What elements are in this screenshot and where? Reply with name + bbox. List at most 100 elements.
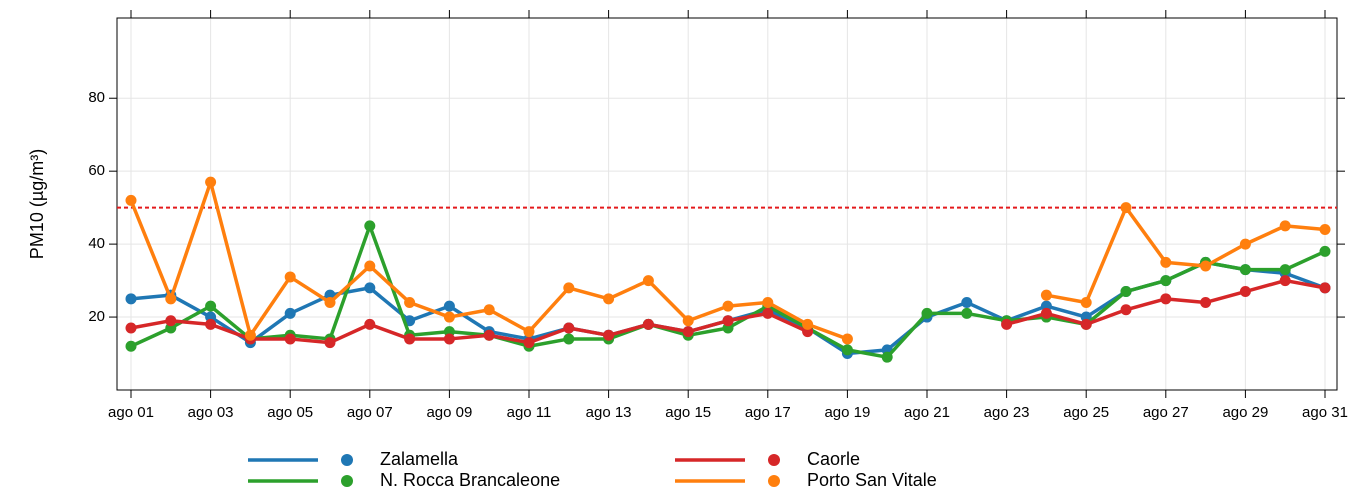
x-tick-label: ago 01 [108,404,154,421]
data-point [523,326,535,338]
x-tick-label: ago 07 [347,404,393,421]
y-tick-label: 20 [88,308,105,325]
data-point [205,176,217,188]
data-point [841,333,853,345]
data-point [961,307,973,319]
data-point [563,282,575,294]
legend-label: Porto San Vitale [807,470,937,490]
x-tick-label: ago 29 [1222,404,1268,421]
data-point [483,304,495,316]
legend-label: N. Rocca Brancaleone [380,470,560,490]
data-point [762,296,774,308]
data-point [284,307,296,319]
data-point [1120,286,1132,298]
data-point [364,260,376,272]
data-point [364,220,376,232]
data-point [722,300,734,312]
x-tick-label: ago 17 [745,404,791,421]
data-point [1120,202,1132,214]
data-point [1120,304,1132,316]
y-axis-label: PM10 (µg/m³) [27,149,47,259]
x-tick-label: ago 03 [188,404,234,421]
data-point [603,293,615,305]
data-point [364,318,376,330]
data-point [762,307,774,319]
data-point [1319,282,1331,294]
data-point [1200,296,1212,308]
data-point [682,326,694,338]
data-point [244,329,256,341]
legend-label: Zalamella [380,449,459,469]
data-point [404,296,416,308]
data-point [364,282,376,294]
data-point [1239,264,1251,276]
data-point [125,322,137,334]
x-tick-label: ago 15 [665,404,711,421]
data-point [443,333,455,345]
y-tick-label: 80 [88,89,105,106]
data-point [125,194,137,206]
data-point [563,333,575,345]
data-point [443,300,455,312]
x-tick-label: ago 13 [586,404,632,421]
data-point [921,307,933,319]
data-point [205,318,217,330]
data-point [1160,293,1172,305]
data-point [1001,318,1013,330]
x-tick-label: ago 09 [426,404,472,421]
y-tick-label: 60 [88,162,105,179]
data-point [1080,296,1092,308]
x-tick-label: ago 21 [904,404,950,421]
data-point [961,296,973,308]
x-tick-label: ago 11 [507,404,552,421]
data-point [1279,220,1291,232]
data-point [165,315,177,327]
data-point [125,340,137,352]
data-point [1319,245,1331,257]
data-point [1279,264,1291,276]
legend-label: Caorle [807,449,860,469]
data-point [1040,289,1052,301]
data-point [523,337,535,349]
data-point [642,275,654,287]
data-point [1160,256,1172,268]
data-point [722,315,734,327]
data-point [483,329,495,341]
data-point [1200,260,1212,272]
data-point [682,315,694,327]
data-point [125,293,137,305]
data-point [324,296,336,308]
data-point [881,351,893,363]
x-tick-label: ago 23 [984,404,1030,421]
data-point [841,344,853,356]
data-point [443,311,455,323]
y-tick-label: 40 [88,235,105,252]
x-tick-label: ago 25 [1063,404,1109,421]
legend-dot [768,454,780,466]
plot-frame [116,17,1338,391]
data-point [284,271,296,283]
data-point [1239,286,1251,298]
data-point [1080,318,1092,330]
legend-dot [341,475,353,487]
x-tick-label: ago 05 [267,404,313,421]
x-tick-label: ago 19 [824,404,870,421]
data-point [1279,275,1291,287]
data-point [284,333,296,345]
data-point [324,337,336,349]
data-point [205,300,217,312]
data-point [1040,307,1052,319]
legend-dot [341,454,353,466]
x-tick-label: ago 31 [1302,404,1348,421]
data-point [642,318,654,330]
data-point [1319,224,1331,236]
legend-dot [768,475,780,487]
grid [117,18,1337,390]
data-point [404,333,416,345]
data-point [165,293,177,305]
data-point [1239,238,1251,250]
data-point [1160,275,1172,287]
